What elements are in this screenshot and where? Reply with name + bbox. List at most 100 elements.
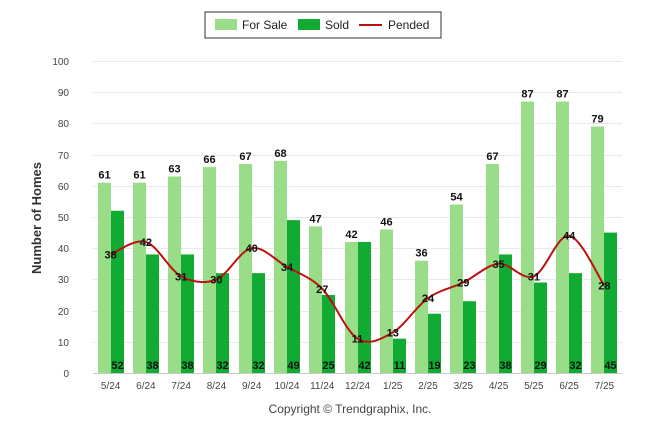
x-axis: 5/24 6/24 7/24 8/24 9/24 10/24 11/24 12/24 1/25 2… (101, 381, 615, 392)
x-tick-label: 9/24 (242, 381, 262, 392)
sold-value-label: 38 (499, 360, 511, 372)
bar-sold (146, 254, 159, 373)
sold-value-label: 45 (604, 360, 616, 372)
bar-for-sale (133, 182, 146, 373)
bar-sold (358, 241, 371, 373)
bar-sold (216, 273, 229, 373)
copyright-text: Copyright © Trendgraphix, Inc. (269, 402, 432, 416)
sold-value-label: 38 (146, 360, 158, 372)
x-tick-label: 4/25 (489, 381, 509, 392)
for-sale-value-label: 61 (133, 170, 145, 182)
bar-for-sale (168, 176, 181, 373)
bar-sold (322, 295, 335, 373)
x-tick-label: 5/25 (524, 381, 544, 392)
for-sale-value-label: 79 (591, 114, 603, 126)
bar-sold (181, 254, 194, 373)
for-sale-value-label: 67 (486, 151, 498, 163)
bar-for-sale (309, 226, 322, 373)
y-tick-label: 80 (58, 119, 70, 130)
bar-sold (499, 254, 512, 373)
for-sale-value-label: 87 (521, 89, 533, 101)
bar-for-sale (203, 167, 216, 373)
x-tick-label: 2/25 (418, 381, 438, 392)
pended-value-label: 31 (528, 271, 540, 283)
sold-value-label: 38 (181, 360, 193, 372)
legend-label-for-sale: For Sale (242, 18, 288, 32)
y-tick-label: 10 (58, 338, 70, 349)
bar-for-sale (239, 163, 252, 373)
y-axis-title: Number of Homes (29, 162, 44, 274)
y-tick-label: 50 (58, 213, 70, 224)
for-sale-value-label: 68 (274, 148, 286, 160)
pended-value-label: 29 (457, 278, 469, 290)
sold-value-label: 25 (322, 360, 334, 372)
pended-value-label: 13 (387, 327, 399, 339)
x-tick-label: 6/24 (136, 381, 156, 392)
x-tick-label: 10/24 (274, 381, 299, 392)
x-tick-label: 3/25 (454, 381, 474, 392)
bar-sold (287, 220, 300, 373)
for-sale-value-label: 63 (168, 163, 180, 175)
legend-swatch-sold (298, 19, 320, 30)
sold-value-label: 32 (216, 360, 228, 372)
sold-value-label: 23 (463, 360, 475, 372)
x-tick-label: 1/25 (383, 381, 403, 392)
bar-for-sale (380, 229, 393, 373)
bar-sold (252, 273, 265, 373)
sold-value-label: 19 (428, 360, 440, 372)
sold-value-label: 32 (252, 360, 264, 372)
for-sale-value-label: 87 (556, 89, 568, 101)
pended-value-label: 38 (105, 249, 117, 261)
bar-for-sale (486, 163, 499, 373)
x-tick-label: 6/25 (559, 381, 579, 392)
x-tick-label: 8/24 (207, 381, 227, 392)
bar-sold (393, 338, 406, 373)
pended-value-label: 42 (140, 237, 152, 249)
bar-for-sale (345, 241, 358, 373)
sold-value-label: 49 (287, 360, 299, 372)
legend-label-pended: Pended (388, 18, 429, 32)
x-tick-label: 7/25 (595, 381, 615, 392)
pended-value-label: 31 (175, 271, 187, 283)
bar-sold (111, 210, 124, 373)
bar-for-sale (98, 182, 111, 373)
sold-value-label: 42 (358, 360, 370, 372)
pended-value-label: 27 (316, 284, 328, 296)
x-tick-label: 5/24 (101, 381, 121, 392)
bar-for-sale (415, 260, 428, 373)
y-tick-label: 40 (58, 244, 70, 255)
bar-sold (428, 313, 441, 373)
bar-for-sale (450, 204, 463, 373)
bar-for-sale (521, 101, 534, 373)
pended-value-label: 11 (352, 334, 364, 346)
pended-line (110, 234, 606, 343)
for-sale-value-label: 67 (239, 151, 251, 163)
for-sale-value-label: 66 (203, 154, 215, 166)
sold-value-label: 52 (111, 360, 123, 372)
bar-sold (534, 282, 547, 373)
y-tick-label: 90 (58, 88, 70, 99)
sold-value-label: 32 (569, 360, 581, 372)
pended-value-label: 24 (422, 293, 435, 305)
pended-value-label: 30 (210, 274, 222, 286)
for-sale-value-label: 61 (98, 170, 110, 182)
bar-sold (604, 232, 617, 373)
y-tick-label: 100 (52, 57, 69, 68)
legend: For Sale Sold Pended (204, 11, 442, 39)
y-tick-label: 30 (58, 275, 70, 286)
y-tick-label: 70 (58, 151, 70, 162)
for-sale-value-label: 54 (450, 192, 463, 204)
for-sale-value-label: 36 (415, 248, 427, 260)
bars (98, 101, 617, 374)
legend-label-sold: Sold (325, 18, 349, 32)
y-tick-label: 20 (58, 307, 70, 318)
for-sale-value-label: 46 (380, 216, 392, 228)
pended-value-label: 34 (281, 262, 294, 274)
y-tick-label: 60 (58, 182, 70, 193)
x-tick-label: 11/24 (310, 381, 335, 392)
legend-box (204, 11, 442, 39)
pended-value-label: 40 (246, 243, 258, 255)
pended-value-label: 35 (492, 259, 504, 271)
bar-sold (569, 273, 582, 373)
